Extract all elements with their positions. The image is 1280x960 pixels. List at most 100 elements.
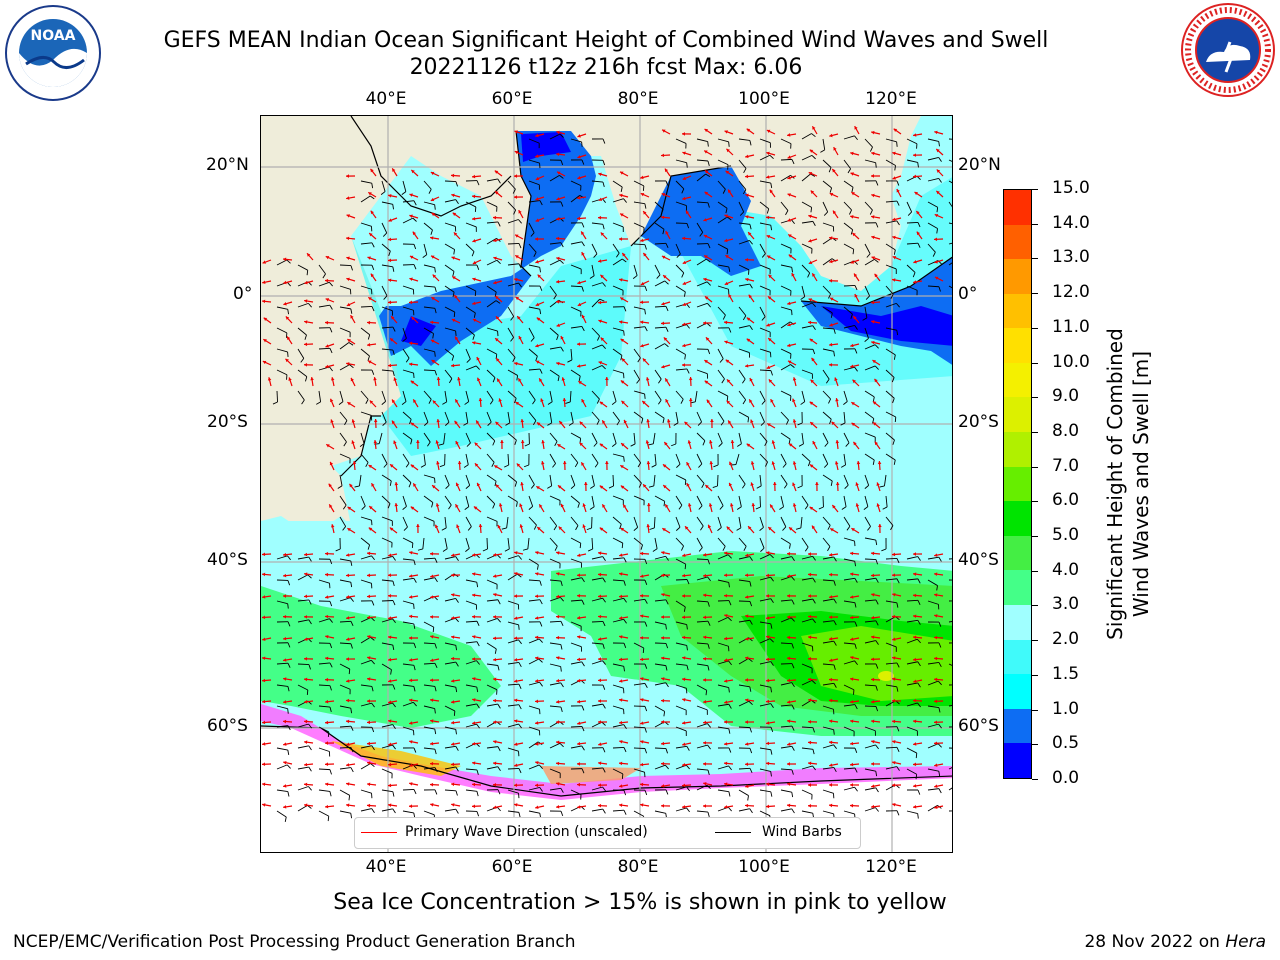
wind-barb-flag: [560, 644, 563, 650]
wave-direction-arrowhead: [556, 720, 560, 724]
wind-barb-flag: [287, 791, 290, 797]
colorbar-tick-label: 7.0: [1052, 455, 1080, 476]
wind-barb: [444, 369, 453, 379]
wave-direction-arrowhead: [493, 574, 497, 578]
wind-barb-flag: [829, 419, 832, 425]
wind-barb-flag: [434, 286, 437, 292]
wind-barb: [423, 684, 435, 687]
wind-barb-flag: [854, 578, 858, 583]
wind-barb: [507, 219, 519, 224]
wind-barb-flag: [741, 483, 746, 489]
wind-barb: [822, 453, 829, 465]
wind-barb: [885, 578, 897, 581]
wave-direction-arrowhead: [346, 657, 350, 661]
wind-barb-flag: [287, 725, 291, 731]
wave-direction-arrowhead: [346, 616, 350, 620]
wave-direction-arrowhead: [704, 150, 708, 154]
wind-barb-flag: [896, 810, 900, 816]
wave-direction-arrowhead: [771, 440, 776, 444]
wind-barb: [486, 617, 498, 623]
wind-barb-flag: [686, 324, 690, 329]
wave-direction-arrowhead: [535, 133, 539, 138]
wave-direction-arrowhead: [766, 594, 770, 598]
wave-direction-arrowhead: [409, 277, 413, 281]
wind-barb-flag: [850, 229, 854, 235]
wind-barb: [759, 180, 771, 184]
wind-barb-flag: [707, 141, 709, 147]
wind-barb-flag: [875, 222, 879, 228]
wind-barb-flag: [287, 662, 291, 668]
wave-direction-arrowhead: [646, 419, 650, 423]
wind-barb-flag: [518, 812, 521, 818]
run-date-text: 28 Nov 2022 on: [1084, 932, 1226, 952]
wave-direction-arrowhead: [934, 213, 939, 218]
wind-barb-flag: [539, 580, 542, 586]
wave-direction-arrowhead: [514, 763, 518, 768]
wave-direction-arrowhead: [373, 419, 378, 423]
wave-direction-arrowhead: [514, 803, 518, 807]
wave-direction-arrowhead: [514, 719, 518, 723]
wind-barb-flag: [494, 481, 497, 487]
wind-barb: [717, 201, 728, 209]
wind-barb: [822, 810, 834, 815]
wind-barb-flag: [770, 182, 773, 189]
wind-barb: [927, 138, 939, 142]
wave-direction-arrowhead: [619, 572, 623, 576]
wave-direction-arrowhead: [409, 658, 413, 662]
wave-direction-arrowhead: [749, 378, 753, 382]
colorbar-tick-label: 1.5: [1052, 663, 1080, 684]
nws-logo: [1181, 3, 1275, 97]
wind-barb-flag: [455, 556, 459, 561]
wave-direction-arrowhead: [367, 615, 371, 620]
wind-barb: [780, 537, 791, 545]
wave-direction-arrowhead: [598, 300, 602, 305]
wave-direction-arrowhead: [682, 677, 686, 682]
wind-barb-flag: [623, 198, 627, 203]
wave-direction-arrowhead: [577, 302, 582, 307]
wind-barb-flag: [409, 419, 412, 425]
wave-direction-arrowhead: [850, 343, 854, 348]
wave-direction-arrowhead: [703, 321, 707, 325]
wind-barb-flag: [455, 598, 459, 603]
wind-barb: [423, 621, 434, 628]
wind-barb-flag: [791, 599, 795, 605]
wave-direction-arrowhead: [388, 762, 392, 767]
wave-direction-arrowhead: [560, 335, 564, 340]
wind-barb: [675, 285, 686, 293]
wave-direction-arrowhead: [285, 316, 290, 320]
wind-barb: [675, 264, 685, 274]
wind-barb-flag: [912, 272, 916, 278]
wave-direction-arrowhead: [451, 363, 455, 368]
wave-direction-arrowhead: [346, 637, 350, 641]
wind-barb: [402, 537, 414, 544]
wind-barb: [654, 453, 657, 465]
wave-direction-arrowhead: [913, 133, 917, 137]
wind-barb-flag: [707, 303, 711, 308]
wave-direction-arrowhead: [390, 338, 394, 342]
wind-barb-flag: [523, 464, 529, 468]
wave-direction-arrowhead: [325, 572, 329, 577]
wind-barb-flag: [547, 485, 552, 489]
wind-barb-flag: [854, 135, 858, 141]
wind-barb: [675, 201, 687, 206]
wave-direction-arrowhead: [582, 524, 586, 528]
wave-direction-arrowhead: [703, 573, 707, 578]
wave-direction-arrowhead: [619, 784, 623, 788]
wave-direction-arrowhead: [665, 399, 669, 403]
wave-direction-arrowhead: [808, 657, 812, 661]
wave-direction-arrowhead: [454, 420, 458, 425]
wind-barb: [759, 154, 771, 161]
wave-direction-arrowhead: [665, 504, 669, 508]
wave-direction-arrowhead: [493, 553, 497, 557]
wind-barb-flag: [392, 702, 396, 708]
wave-direction-arrowhead: [520, 482, 524, 486]
wind-barb-flag: [371, 727, 375, 733]
wind-barb: [654, 663, 666, 667]
wave-direction-arrowhead: [619, 278, 623, 282]
wind-barb: [423, 747, 435, 750]
wind-barb-flag: [392, 644, 395, 651]
wave-direction-arrowhead: [934, 805, 938, 810]
wave-direction-arrowhead: [724, 613, 728, 618]
wind-barb: [800, 516, 803, 528]
wind-barb: [906, 810, 918, 815]
